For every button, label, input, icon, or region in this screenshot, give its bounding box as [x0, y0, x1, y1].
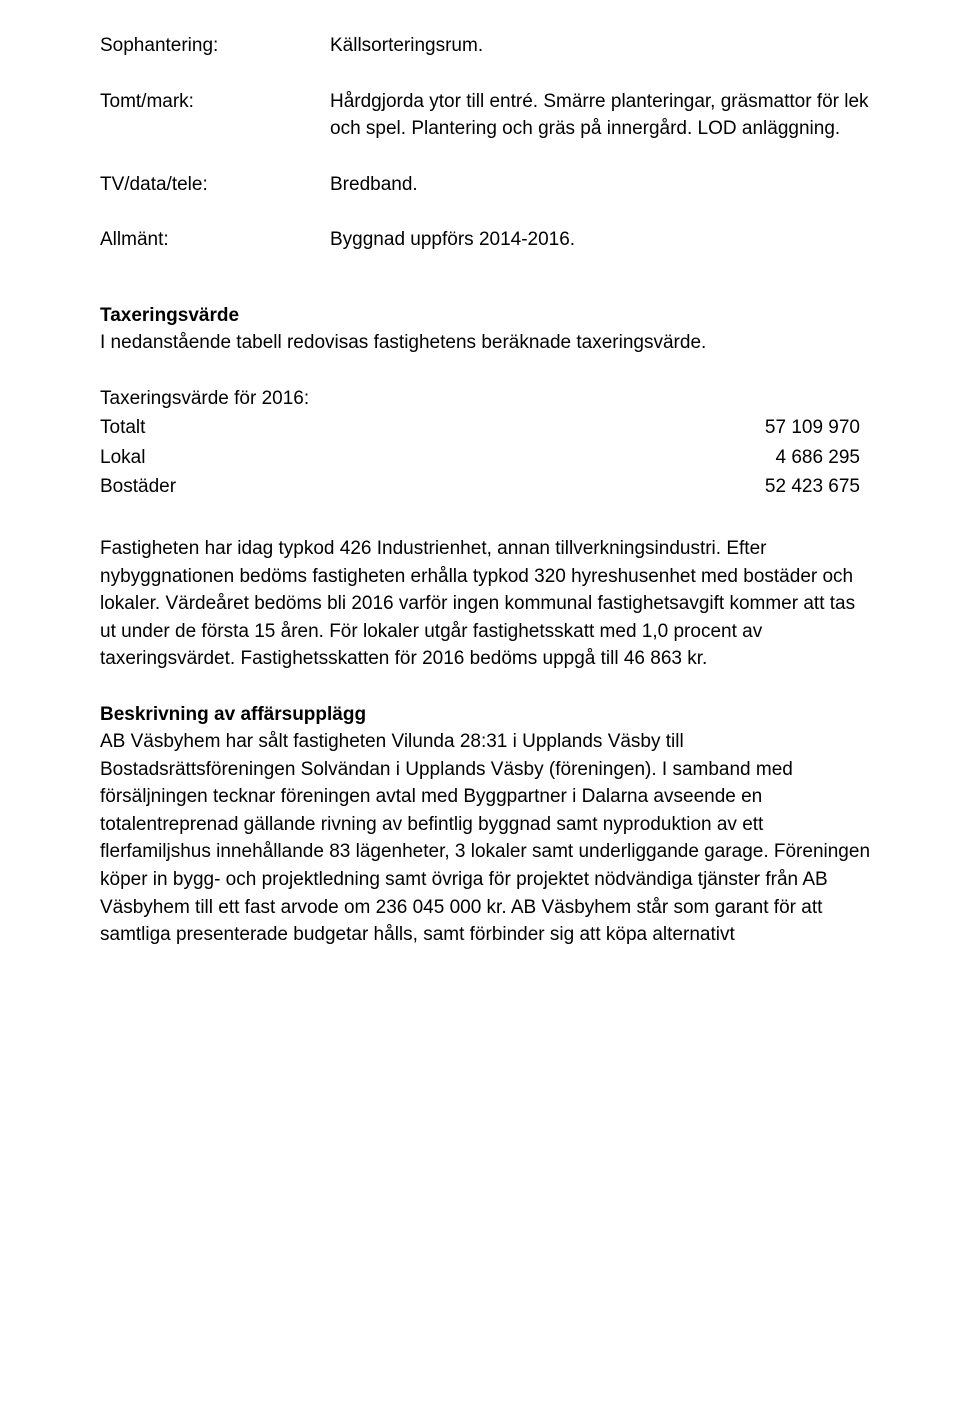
taxrow-label-lokal: Lokal	[100, 444, 725, 472]
def-label-tomtmark: Tomt/mark:	[100, 88, 310, 143]
affar-heading: Beskrivning av affärsupplägg	[100, 701, 870, 729]
taxering-section: Taxeringsvärde I nedanstående tabell red…	[100, 302, 870, 357]
taxering-heading: Taxeringsvärde	[100, 302, 870, 330]
taxering-subheading: Taxeringsvärde för 2016:	[100, 385, 870, 413]
def-value-tomtmark: Hårdgjorda ytor till entré. Smärre plant…	[330, 88, 870, 143]
def-label-tvdata: TV/data/tele:	[100, 171, 310, 199]
taxrow-value-bostader: 52 423 675	[765, 473, 860, 501]
taxrow-value-totalt: 57 109 970	[765, 414, 860, 442]
taxering-intro: I nedanstående tabell redovisas fastighe…	[100, 329, 870, 357]
document-page: Sophantering: Källsorteringsrum. Tomt/ma…	[0, 0, 960, 1427]
def-value-tvdata: Bredband.	[330, 171, 870, 199]
taxrow-label-bostader: Bostäder	[100, 473, 725, 501]
def-label-allmant: Allmänt:	[100, 226, 310, 254]
taxrow-label-totalt: Totalt	[100, 414, 725, 442]
taxering-note: Fastigheten har idag typkod 426 Industri…	[100, 535, 870, 673]
taxrow-value-lokal: 4 686 295	[765, 444, 860, 472]
affar-section: Beskrivning av affärsupplägg AB Väsbyhem…	[100, 701, 870, 949]
def-value-allmant: Byggnad uppförs 2014-2016.	[330, 226, 870, 254]
def-label-sophantering: Sophantering:	[100, 32, 310, 60]
taxering-table: Totalt 57 109 970 Lokal 4 686 295 Bostäd…	[100, 414, 860, 501]
def-value-sophantering: Källsorteringsrum.	[330, 32, 870, 60]
definition-list: Sophantering: Källsorteringsrum. Tomt/ma…	[100, 32, 870, 254]
affar-body: AB Väsbyhem har sålt fastigheten Vilunda…	[100, 728, 870, 948]
